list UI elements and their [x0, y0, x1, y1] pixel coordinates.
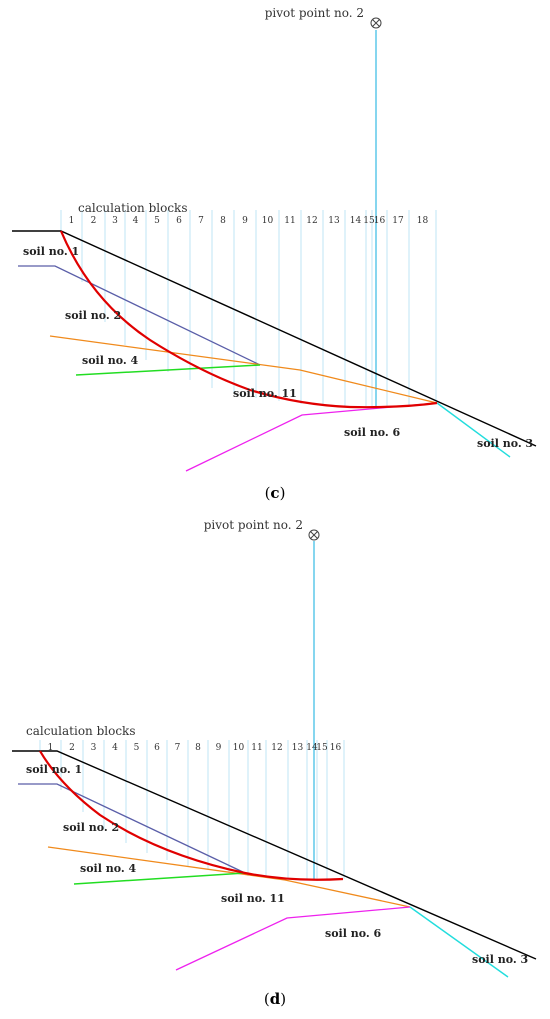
block-number: 2 [69, 743, 75, 753]
panel-d-soil2-label: soil no. 2 [63, 821, 119, 834]
block-number: 15 [363, 216, 375, 226]
panel-d-soil1-boundary [18, 783, 246, 874]
block-number: 8 [220, 216, 226, 226]
panel-c-soil4-boundary [49, 335, 438, 404]
panel-d-slip-surface [39, 750, 344, 881]
panel-d-block-lines [39, 740, 345, 880]
panel-c-soil3-label: soil no. 3 [477, 437, 533, 450]
panel-d-soil1-label: soil no. 1 [26, 763, 82, 776]
panel-c-block-numbers: 1 2 3 4 5 6 7 8 9 10 11 12 13 14 15 16 17 18 [69, 216, 429, 226]
block-number: 13 [292, 743, 304, 753]
panel-c-soil3-boundary [436, 402, 511, 458]
block-number: 12 [271, 743, 282, 753]
block-number: 5 [154, 216, 160, 226]
block-number: 14 [306, 743, 318, 753]
block-number: 16 [374, 216, 386, 226]
panel-c-soil2-label: soil no. 2 [65, 309, 121, 322]
block-number: 2 [91, 216, 97, 226]
panel-c-pivot-point-icon [370, 17, 382, 29]
block-number: 12 [306, 216, 317, 226]
block-number: 1 [69, 216, 75, 226]
panel-d-soil3-boundary [409, 906, 509, 978]
panel-c-pivot-label: pivot point no. 2 [265, 6, 364, 20]
block-number: 10 [233, 743, 245, 753]
panel-c-block-lines [60, 210, 437, 407]
block-number: 5 [134, 743, 140, 753]
panel-d-blocks-label: calculation blocks [26, 724, 135, 738]
block-number: 1 [48, 743, 54, 753]
block-number: 8 [195, 743, 201, 753]
block-number: 3 [112, 216, 118, 226]
panel-d-soil3-label: soil no. 3 [472, 953, 528, 966]
panel-c-soil1-label: soil no. 1 [23, 245, 79, 258]
block-number: 3 [91, 743, 97, 753]
panel-d-soil4-label: soil no. 4 [80, 862, 137, 875]
panel-c-soil1-boundary [18, 265, 261, 366]
panel-c-slope-surface [12, 230, 537, 447]
panel-c-blocks-label: calculation blocks [78, 201, 187, 215]
panel-c-caption: (c) [265, 484, 286, 502]
block-number: 18 [417, 216, 429, 226]
block-number: 6 [176, 216, 182, 226]
block-number: 9 [216, 743, 222, 753]
panel-d-soil4-lower-boundary [73, 872, 246, 885]
block-number: 16 [330, 743, 342, 753]
panel-c-soil11-label: soil no. 11 [233, 387, 297, 400]
block-number: 7 [198, 216, 204, 226]
panel-d-soil11-label: soil no. 11 [221, 892, 285, 905]
block-number: 17 [392, 216, 404, 226]
block-number: 9 [242, 216, 248, 226]
panel-d-pivot-label: pivot point no. 2 [204, 518, 303, 532]
panel-d-pivot-point-icon [308, 529, 320, 541]
block-number: 11 [251, 743, 262, 753]
panel-c-soil4-label: soil no. 4 [82, 354, 139, 367]
panel-d-soil6-boundary [175, 906, 411, 971]
block-number: 13 [328, 216, 340, 226]
panel-d-soil6-label: soil no. 6 [325, 927, 382, 940]
block-number: 6 [154, 743, 160, 753]
block-number: 14 [350, 216, 362, 226]
panel-c-soil4-lower-boundary [75, 364, 261, 376]
panel-d-soil4-boundary [47, 846, 411, 908]
panel-d-slope-surface [12, 750, 537, 960]
panel-d-caption: (d) [264, 990, 286, 1008]
block-number: 4 [133, 216, 139, 226]
block-number: 11 [284, 216, 295, 226]
block-number: 10 [262, 216, 274, 226]
block-number: 4 [112, 743, 118, 753]
panel-c-slip-surface [59, 230, 438, 409]
panel-c-soil6-label: soil no. 6 [344, 426, 401, 439]
block-number: 15 [316, 743, 328, 753]
block-number: 7 [175, 743, 181, 753]
